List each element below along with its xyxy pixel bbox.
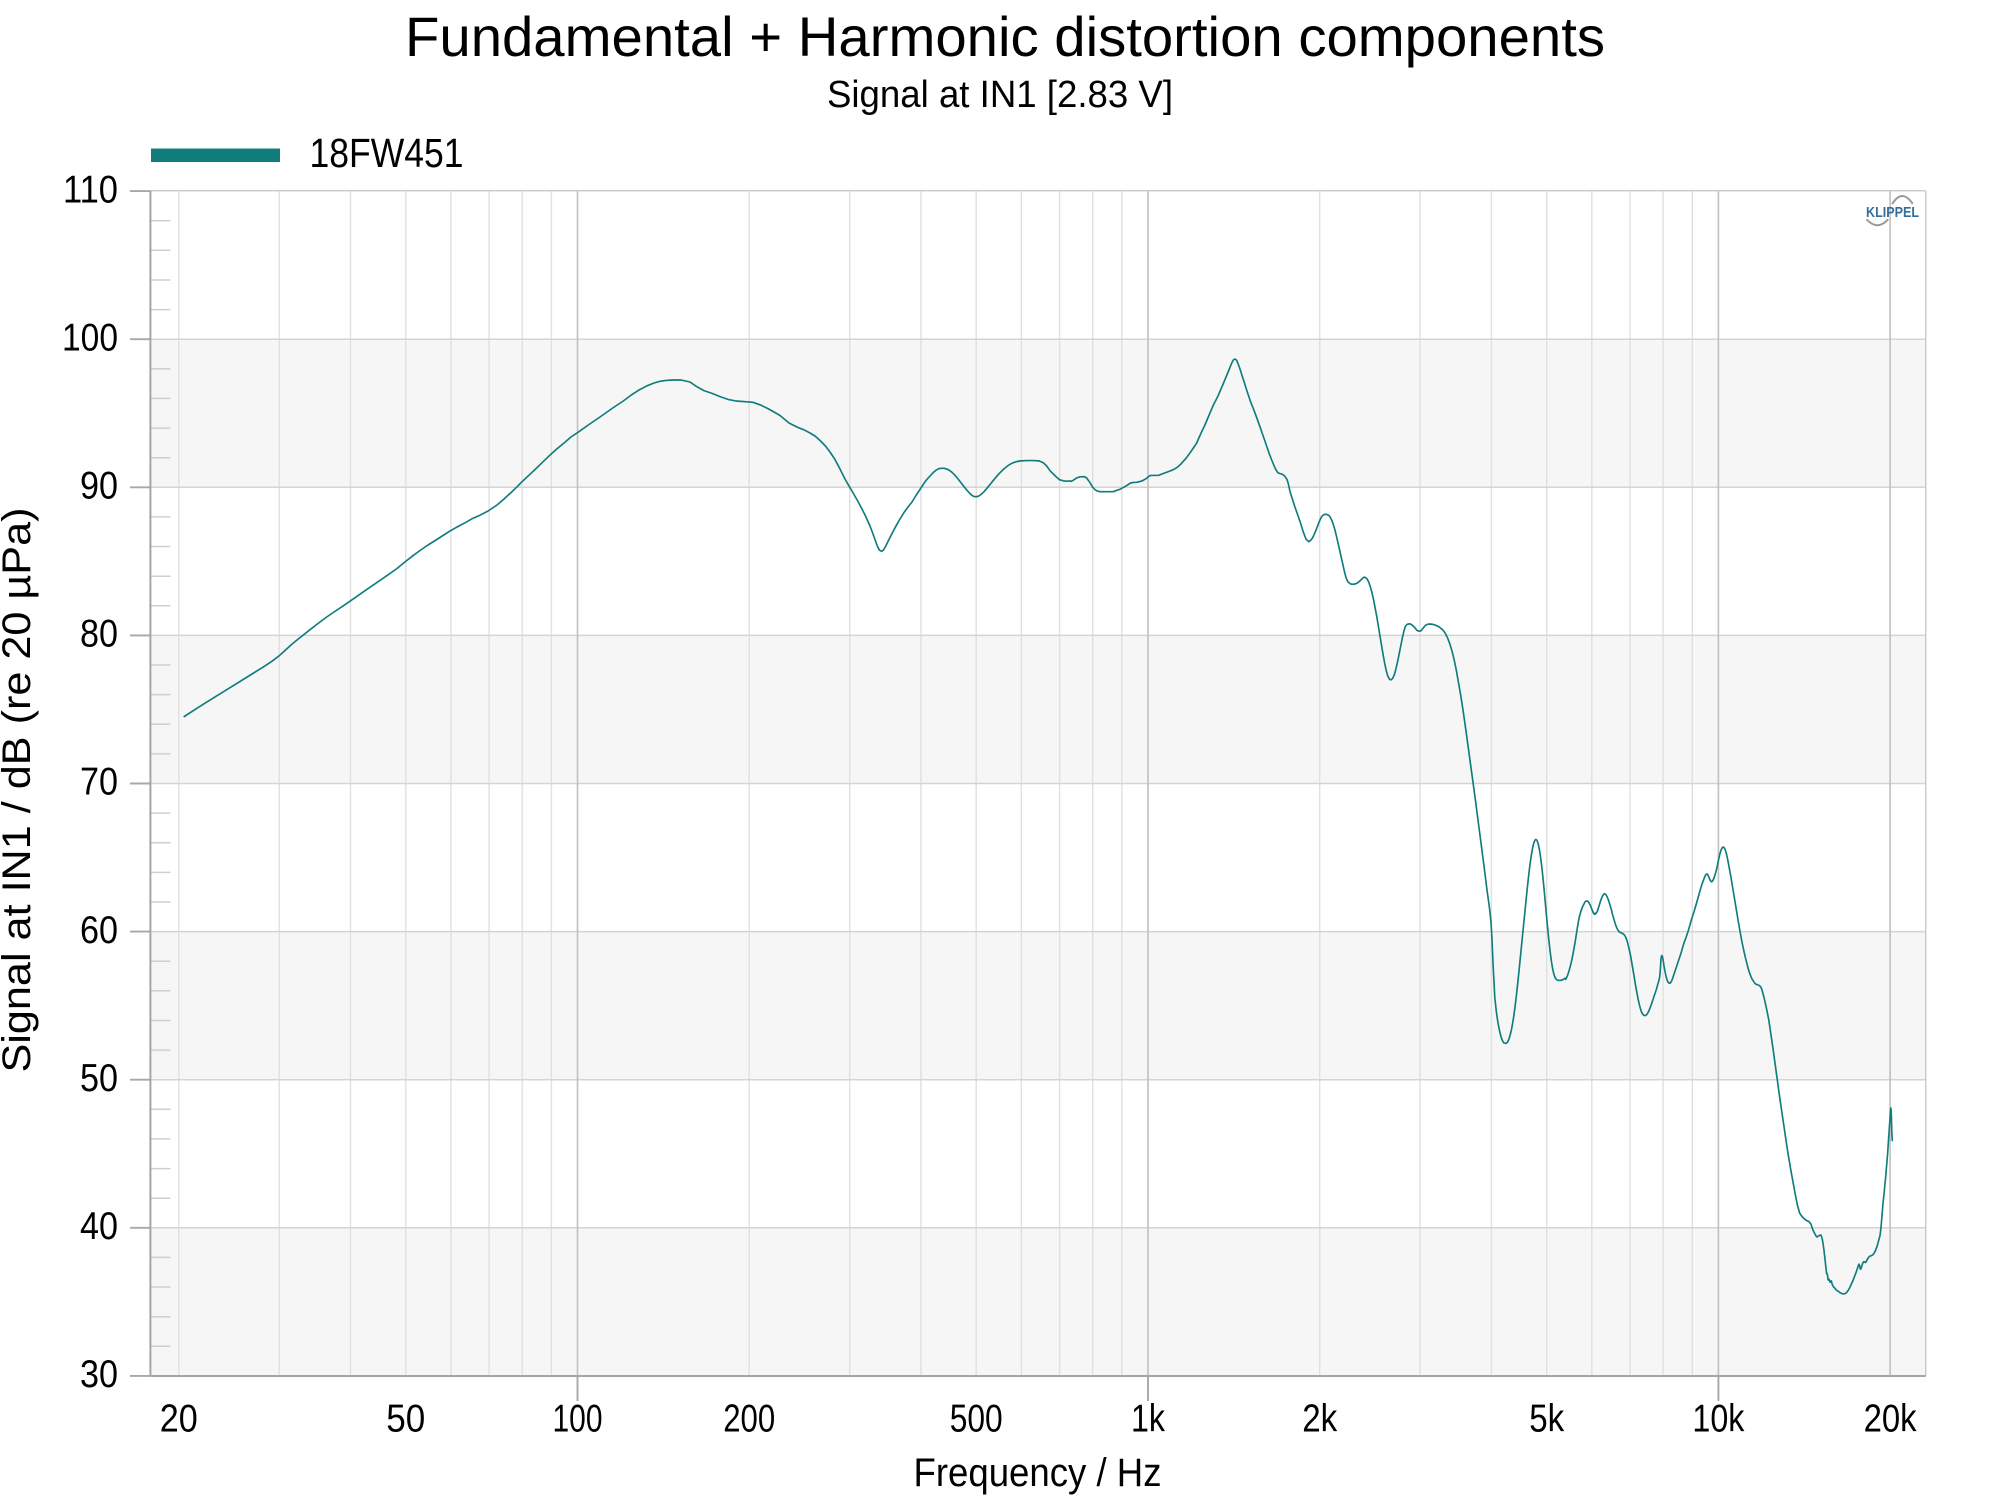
svg-text:500: 500 (950, 1398, 1003, 1441)
svg-text:50: 50 (80, 1057, 118, 1100)
svg-text:Signal at IN1 [2.83 V]: Signal at IN1 [2.83 V] (827, 74, 1173, 116)
svg-text:1k: 1k (1131, 1398, 1165, 1441)
svg-text:20: 20 (160, 1398, 198, 1441)
svg-text:30: 30 (80, 1353, 118, 1396)
svg-text:90: 90 (80, 465, 118, 508)
svg-text:2k: 2k (1302, 1398, 1337, 1441)
svg-text:Fundamental + Harmonic distort: Fundamental + Harmonic distortion compon… (405, 5, 1605, 68)
svg-text:10k: 10k (1692, 1398, 1744, 1441)
svg-text:18FW451: 18FW451 (310, 130, 464, 176)
svg-text:40: 40 (80, 1205, 118, 1248)
svg-text:5k: 5k (1529, 1398, 1564, 1441)
svg-text:80: 80 (80, 613, 118, 656)
svg-text:100: 100 (62, 316, 118, 359)
svg-text:110: 110 (63, 168, 118, 211)
svg-text:60: 60 (80, 909, 118, 952)
svg-text:Signal at IN1 / dB (re 20 µPa): Signal at IN1 / dB (re 20 µPa) (0, 508, 39, 1073)
svg-text:20k: 20k (1864, 1398, 1917, 1441)
svg-text:KLIPPEL: KLIPPEL (1866, 204, 1919, 221)
svg-text:Frequency / Hz: Frequency / Hz (914, 1451, 1162, 1495)
svg-text:200: 200 (723, 1398, 775, 1441)
svg-text:100: 100 (553, 1398, 603, 1441)
svg-text:70: 70 (80, 761, 118, 804)
svg-text:50: 50 (386, 1398, 425, 1441)
